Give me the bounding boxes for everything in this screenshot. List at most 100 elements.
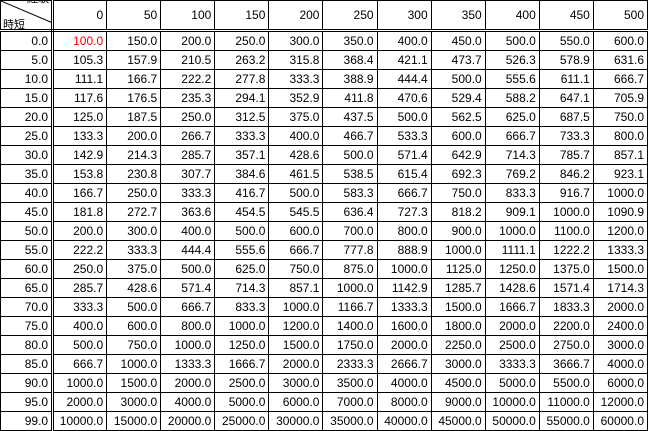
table-cell: 571.4: [376, 145, 432, 165]
table-cell: 9000.0: [430, 392, 486, 412]
table-cell: 1200.0: [268, 316, 324, 336]
row-header: 65.0: [0, 278, 55, 298]
column-header: 350: [430, 0, 486, 32]
table-cell: 400.0: [52, 316, 108, 336]
table-cell: 250.0: [52, 259, 108, 279]
table-row: 5.0 105.3 157.9 210.5 263.2 315.8 368.4 421.1 47…: [0, 50, 649, 70]
table-cell: 8000.0: [376, 392, 432, 412]
table-cell: 117.6: [52, 88, 108, 108]
table-cell: 1285.7: [430, 278, 486, 298]
table-row: 65.0 285.7 428.6 571.4 714.3 857.1 1000.0 1142.…: [0, 278, 649, 298]
table-cell: 500.0: [484, 30, 540, 51]
table-cell: 833.3: [484, 183, 540, 203]
table-cell: 1500.0: [592, 259, 649, 279]
table-cell: 153.8: [52, 164, 108, 184]
row-header: 20.0: [0, 107, 55, 127]
table-row: 75.0 400.0 600.0 800.0 1000.0 1200.0 1400.0 160…: [0, 316, 649, 336]
table-cell: 2000.0: [484, 316, 540, 336]
table-cell: 10000.0: [52, 411, 108, 431]
table-cell: 2200.0: [538, 316, 594, 336]
table-cell: 611.1: [538, 69, 594, 89]
table-cell: 6000.0: [268, 392, 324, 412]
table-cell: 1000.0: [430, 240, 486, 260]
table-cell: 2000.0: [52, 392, 108, 412]
table-cell: 1833.3: [538, 297, 594, 317]
table-row: 0.0 100.0 150.0 200.0 250.0 300.0 350.0 400.0 45…: [0, 30, 649, 51]
table-cell: 473.7: [430, 50, 486, 70]
table-cell: 411.8: [322, 88, 378, 108]
table-cell: 375.0: [106, 259, 162, 279]
table-cell: 222.2: [52, 240, 108, 260]
table-cell: 785.7: [538, 145, 594, 165]
table-cell: 214.3: [106, 145, 162, 165]
table-cell: 10000.0: [484, 392, 540, 412]
table-cell: 375.0: [268, 107, 324, 127]
table-cell: 833.3: [214, 297, 270, 317]
table-cell: 1090.9: [592, 202, 649, 222]
table-cell: 692.3: [430, 164, 486, 184]
table-cell: 416.7: [214, 183, 270, 203]
table-cell: 2250.0: [430, 335, 486, 355]
table-cell: 888.9: [376, 240, 432, 260]
table-cell: 1000.0: [268, 297, 324, 317]
table-cell: 300.0: [106, 221, 162, 241]
table-cell: 1000.0: [106, 354, 162, 374]
column-axis-label: 経験: [27, 2, 49, 7]
table-cell: 916.7: [538, 183, 594, 203]
table-row: 99.0 10000.0 15000.0 20000.0 25000.0 30000.0 3…: [0, 411, 649, 431]
table-cell: 642.9: [430, 145, 486, 165]
table-row: 55.0 222.2 333.3 444.4 555.6 666.7 777.8 888.9 1…: [0, 240, 649, 260]
table-cell: 166.7: [106, 69, 162, 89]
table-cell: 1111.1: [484, 240, 540, 260]
row-header: 70.0: [0, 297, 55, 317]
row-header: 30.0: [0, 145, 55, 165]
table-cell: 666.7: [484, 126, 540, 146]
table-row: 45.0 181.8 272.7 363.6 454.5 545.5 636.4 727.3 8…: [0, 202, 649, 222]
table-cell: 444.4: [160, 240, 216, 260]
table-cell: 300.0: [268, 30, 324, 51]
column-header: 450: [538, 0, 594, 32]
table-cell: 631.6: [592, 50, 649, 70]
table-cell: 272.7: [106, 202, 162, 222]
table-cell: 705.9: [592, 88, 649, 108]
table-cell: 3500.0: [322, 373, 378, 393]
column-header: 400: [484, 0, 540, 32]
table-cell: 350.0: [322, 30, 378, 51]
table-cell: 533.3: [376, 126, 432, 146]
table-cell: 250.0: [214, 30, 270, 51]
table-cell: 1000.0: [376, 259, 432, 279]
table-cell: 909.1: [484, 202, 540, 222]
diagonal-divider: [1, 1, 50, 23]
table-cell: 40000.0: [376, 411, 432, 431]
table-cell: 900.0: [430, 221, 486, 241]
table-row: 25.0 133.3 200.0 266.7 333.3 400.0 466.7 533.3 6…: [0, 126, 649, 146]
row-header: 15.0: [0, 88, 55, 108]
table-row: 90.0 1000.0 1500.0 2000.0 2500.0 3000.0 3500.0…: [0, 373, 649, 393]
table-cell: 555.6: [484, 69, 540, 89]
table-cell: 3000.0: [106, 392, 162, 412]
table-row: 35.0 153.8 230.8 307.7 384.6 461.5 538.5 615.4 6…: [0, 164, 649, 184]
table-row: 10.0 111.1 166.7 222.2 277.8 333.3 388.9 444.4 5…: [0, 69, 649, 89]
table-cell: 384.6: [214, 164, 270, 184]
table-cell: 133.3: [52, 126, 108, 146]
table-cell: 578.9: [538, 50, 594, 70]
table-cell: 615.4: [376, 164, 432, 184]
table-cell: 5000.0: [484, 373, 540, 393]
table-cell: 1000.0: [160, 335, 216, 355]
table-cell: 285.7: [52, 278, 108, 298]
row-header: 35.0: [0, 164, 55, 184]
table-row: 20.0 125.0 187.5 250.0 312.5 375.0 437.5 500.0 5…: [0, 107, 649, 127]
table-cell: 7000.0: [322, 392, 378, 412]
table-cell: 142.9: [52, 145, 108, 165]
table-cell: 181.8: [52, 202, 108, 222]
table-cell: 1000.0: [484, 221, 540, 241]
table-cell: 35000.0: [322, 411, 378, 431]
column-header: 0: [52, 0, 108, 32]
table-cell: 1000.0: [538, 202, 594, 222]
table-cell: 1500.0: [430, 297, 486, 317]
table-cell: 200.0: [106, 126, 162, 146]
table-cell: 571.4: [160, 278, 216, 298]
table-cell: 1250.0: [484, 259, 540, 279]
table-cell: 2000.0: [376, 335, 432, 355]
